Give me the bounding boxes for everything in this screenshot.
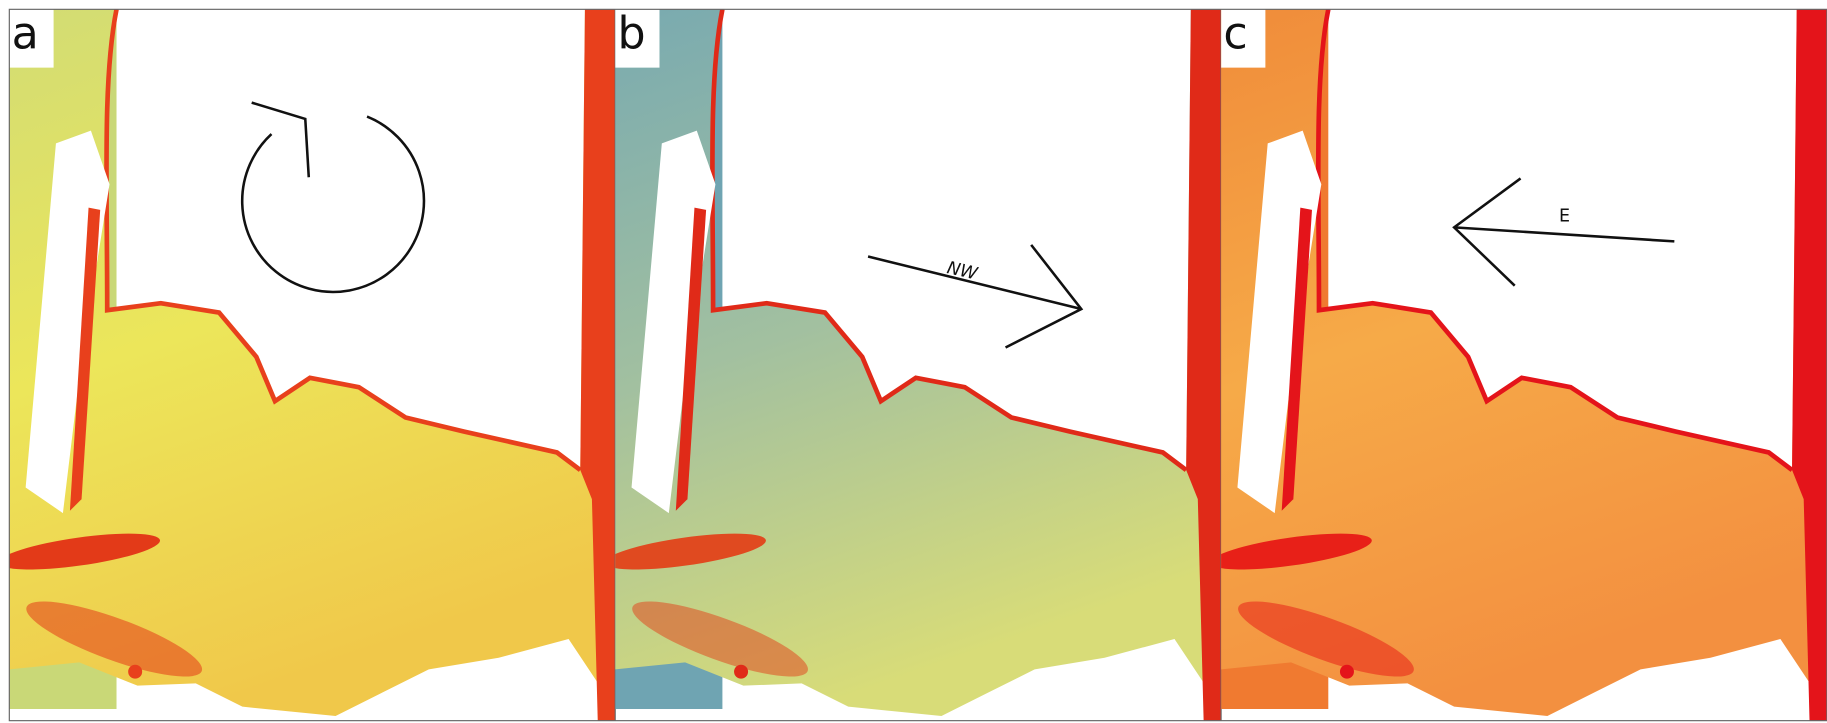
label-bg [615,9,660,68]
arrow-head [1004,244,1084,349]
water-body [9,9,616,717]
figure-border [8,8,1827,722]
coastline [710,9,1188,472]
panel-label: b [618,8,646,59]
water-body [615,9,1222,717]
arrow-head [251,101,311,178]
plume [615,533,766,570]
plume-low [632,601,808,677]
right-coast [1186,9,1222,721]
jetty [675,207,707,511]
map-panel: b [615,8,1222,721]
right-coast [580,9,616,721]
plume [1221,533,1372,570]
map: c [1221,8,1827,721]
rotation-arrow [240,101,426,294]
arrow-shaft [1454,226,1675,243]
wind-arrow: E [1452,177,1675,287]
map-panel: c [1221,8,1827,721]
jetty [1281,207,1312,511]
map: a [9,8,616,721]
panel-label: c [1223,8,1247,59]
plume-low [26,601,203,677]
coastline [104,9,582,472]
panel-label: a [12,8,39,59]
arrow-shaft [867,255,1082,311]
plume [9,533,161,570]
island [1339,664,1354,679]
island [128,664,143,679]
right-coast [1792,9,1827,721]
arrow-arc [240,115,426,294]
coastline [1315,9,1794,472]
map: b [615,8,1222,721]
arrow-head [1452,177,1522,287]
island [734,664,749,679]
jetty [69,207,101,511]
wind-label: E [1559,207,1570,227]
label-bg [9,9,54,68]
label-bg [1221,9,1266,68]
plume-low [1238,601,1414,677]
water-body [1221,9,1827,717]
map-panel: a [9,8,616,721]
